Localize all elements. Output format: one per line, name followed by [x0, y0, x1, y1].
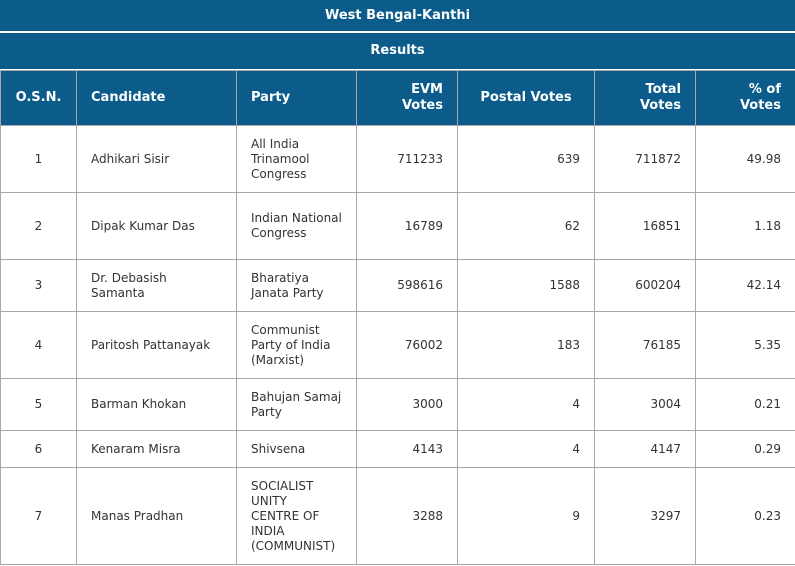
- table-row: 6 Kenaram Misra Shivsena 4143 4 4147 0.29: [0, 430, 795, 468]
- column-header-pct-votes: % of Votes: [695, 70, 795, 126]
- cell-postal-votes: 639: [457, 125, 595, 193]
- cell-pct-votes: 0.29: [695, 430, 795, 468]
- cell-candidate: Kenaram Misra: [76, 430, 237, 468]
- cell-total-votes: 3004: [594, 378, 696, 431]
- cell-total-votes: 76185: [594, 311, 696, 379]
- cell-evm-votes: 598616: [356, 259, 458, 312]
- table-row: 2 Dipak Kumar Das Indian National Congress…: [0, 192, 795, 260]
- cell-evm-votes: 76002: [356, 311, 458, 379]
- cell-party: Bahujan Samaj Party: [236, 378, 357, 431]
- cell-pct-votes: 0.23: [695, 467, 795, 565]
- column-header-osn: O.S.N.: [0, 70, 77, 126]
- column-header-total-votes: Total Votes: [594, 70, 696, 126]
- table-row: 7 Manas Pradhan SOCIALIST UNITY CENTRE OF …: [0, 467, 795, 565]
- column-header-candidate: Candidate: [76, 70, 237, 126]
- cell-postal-votes: 62: [457, 192, 595, 260]
- cell-pct-votes: 1.18: [695, 192, 795, 260]
- column-header-evm-votes: EVM Votes: [356, 70, 458, 126]
- results-table: O.S.N. Candidate Party EVM Votes Postal …: [0, 70, 795, 565]
- cell-total-votes: 3297: [594, 467, 696, 565]
- cell-evm-votes: 3288: [356, 467, 458, 565]
- cell-osn: 3: [0, 259, 77, 312]
- cell-candidate: Barman Khokan: [76, 378, 237, 431]
- cell-candidate: Manas Pradhan: [76, 467, 237, 565]
- cell-total-votes: 4147: [594, 430, 696, 468]
- cell-postal-votes: 9: [457, 467, 595, 565]
- cell-party: Indian National Congress: [236, 192, 357, 260]
- cell-postal-votes: 4: [457, 430, 595, 468]
- cell-pct-votes: 49.98: [695, 125, 795, 193]
- cell-party: Shivsena: [236, 430, 357, 468]
- cell-pct-votes: 0.21: [695, 378, 795, 431]
- cell-party: Bharatiya Janata Party: [236, 259, 357, 312]
- column-header-party: Party: [236, 70, 357, 126]
- cell-total-votes: 16851: [594, 192, 696, 260]
- table-row: 1 Adhikari Sisir All India Trinamool Congr…: [0, 125, 795, 193]
- table-row: 3 Dr. Debasish Samanta Bharatiya Janata Pa…: [0, 259, 795, 312]
- cell-postal-votes: 183: [457, 311, 595, 379]
- cell-osn: 6: [0, 430, 77, 468]
- cell-osn: 5: [0, 378, 77, 431]
- cell-total-votes: 711872: [594, 125, 696, 193]
- cell-evm-votes: 4143: [356, 430, 458, 468]
- cell-pct-votes: 42.14: [695, 259, 795, 312]
- cell-party: All India Trinamool Congress: [236, 125, 357, 193]
- cell-evm-votes: 16789: [356, 192, 458, 260]
- table-row: 5 Barman Khokan Bahujan Samaj Party 3000 4 30…: [0, 378, 795, 431]
- cell-postal-votes: 4: [457, 378, 595, 431]
- cell-evm-votes: 711233: [356, 125, 458, 193]
- results-heading: Results: [0, 33, 795, 69]
- cell-osn: 2: [0, 192, 77, 260]
- header-row: O.S.N. Candidate Party EVM Votes Postal …: [0, 70, 795, 126]
- cell-osn: 1: [0, 125, 77, 193]
- cell-party: Communist Party of India (Marxist): [236, 311, 357, 379]
- cell-osn: 4: [0, 311, 77, 379]
- cell-total-votes: 600204: [594, 259, 696, 312]
- cell-pct-votes: 5.35: [695, 311, 795, 379]
- cell-candidate: Dipak Kumar Das: [76, 192, 237, 260]
- page-title: West Bengal-Kanthi: [0, 0, 795, 31]
- column-header-postal-votes: Postal Votes: [457, 70, 595, 126]
- cell-party: SOCIALIST UNITY CENTRE OF INDIA (COMMUNI…: [236, 467, 357, 565]
- cell-postal-votes: 1588: [457, 259, 595, 312]
- cell-osn: 7: [0, 467, 77, 565]
- cell-evm-votes: 3000: [356, 378, 458, 431]
- cell-candidate: Adhikari Sisir: [76, 125, 237, 193]
- table-row: 4 Paritosh Pattanayak Communist Party of I…: [0, 311, 795, 379]
- cell-candidate: Paritosh Pattanayak: [76, 311, 237, 379]
- cell-candidate: Dr. Debasish Samanta: [76, 259, 237, 312]
